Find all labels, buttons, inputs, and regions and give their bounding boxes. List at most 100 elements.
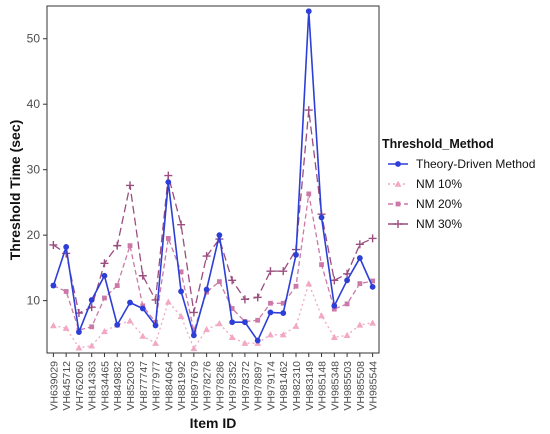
data-point [203,326,211,333]
data-point [279,331,287,338]
data-point [255,317,261,323]
legend-label: NM 20% [416,197,462,211]
data-point [343,269,352,278]
x-tick-label: VH881992 [176,361,188,411]
x-tick-label: VH982310 [291,361,303,411]
data-point [75,344,83,351]
legend-item-theory-driven-method: Theory-Driven Method [388,157,535,171]
data-point [190,332,197,339]
data-point [88,342,96,349]
data-point [370,278,376,284]
data-point [292,322,300,329]
data-point [139,305,146,312]
x-tick-label: VH978372 [240,361,252,411]
series-line [52,11,374,343]
data-point [344,277,350,284]
legend-key-marker [395,161,401,167]
data-point [62,324,70,331]
data-point [304,106,313,115]
data-point [178,288,184,295]
x-tick-label: VH814363 [87,361,99,411]
data-point [216,279,222,285]
data-point [191,328,197,334]
legend-item-nm-30: NM 30% [388,217,462,231]
data-point [164,171,173,180]
data-point [126,181,134,190]
x-tick-label: VH849882 [112,361,124,411]
data-point [240,295,249,304]
data-point [215,320,223,327]
data-point [139,332,147,339]
data-point [343,331,351,339]
data-point [268,300,273,306]
data-point [368,234,377,243]
data-point [165,236,171,241]
data-point [189,308,198,317]
data-point [254,337,261,344]
data-point [266,267,275,276]
data-point [127,243,133,249]
data-point [177,220,186,229]
data-point [318,312,325,319]
data-point [114,321,121,328]
legend-label: NM 30% [416,217,462,231]
legend-title: Threshold_Method [382,137,494,151]
data-point [228,333,236,341]
data-point [331,306,337,312]
data-point [305,8,312,15]
x-tick-label: VH983149 [304,361,316,411]
data-point [152,339,159,346]
data-point [280,310,287,316]
data-point [178,269,184,275]
data-point [242,319,248,326]
data-point [63,289,69,294]
data-point [126,317,134,324]
data-point [355,240,364,249]
data-point [319,262,324,268]
series-nm-10 [49,280,377,352]
x-axis-title: Item ID [190,415,237,431]
x-tick-label: VH979174 [265,361,277,411]
y-tick-label: 30 [27,163,41,177]
series-nm-20 [50,191,376,334]
x-tick-label: VH978276 [202,361,214,411]
data-point [357,281,363,286]
legend-key-marker [394,220,402,228]
data-point [356,321,364,328]
y-axis-title: Threshold Time (sec) [7,120,23,261]
data-point [63,244,70,250]
x-tick-label: VH985148 [317,361,329,411]
data-point [88,297,95,303]
x-tick-label: VH978352 [227,361,239,411]
data-point [369,283,376,290]
data-point [369,319,377,326]
data-point [280,300,286,306]
data-point [101,327,108,335]
data-point [293,251,299,258]
data-point [152,322,159,329]
x-tick-label: VH639029 [48,361,60,411]
data-point [344,301,350,307]
data-point [127,299,133,306]
data-point [177,312,185,320]
y-tick-label: 50 [27,32,41,46]
data-point [253,293,262,302]
x-tick-label: VH985503 [342,361,354,411]
data-point [331,302,338,309]
x-tick-label: VH978897 [253,361,265,411]
data-point [241,339,249,346]
series-line [53,110,373,314]
plot-border [46,5,380,354]
data-point [356,255,363,261]
data-point [190,345,198,352]
data-point [330,333,338,341]
legend-item-nm-10: NM 10% [388,177,462,191]
data-point [165,179,172,186]
x-tick-label: VH762060 [74,361,86,411]
data-point [267,309,274,316]
y-tick-label: 10 [27,294,41,308]
data-point [89,324,95,330]
data-point [229,319,236,326]
data-point [229,306,235,311]
